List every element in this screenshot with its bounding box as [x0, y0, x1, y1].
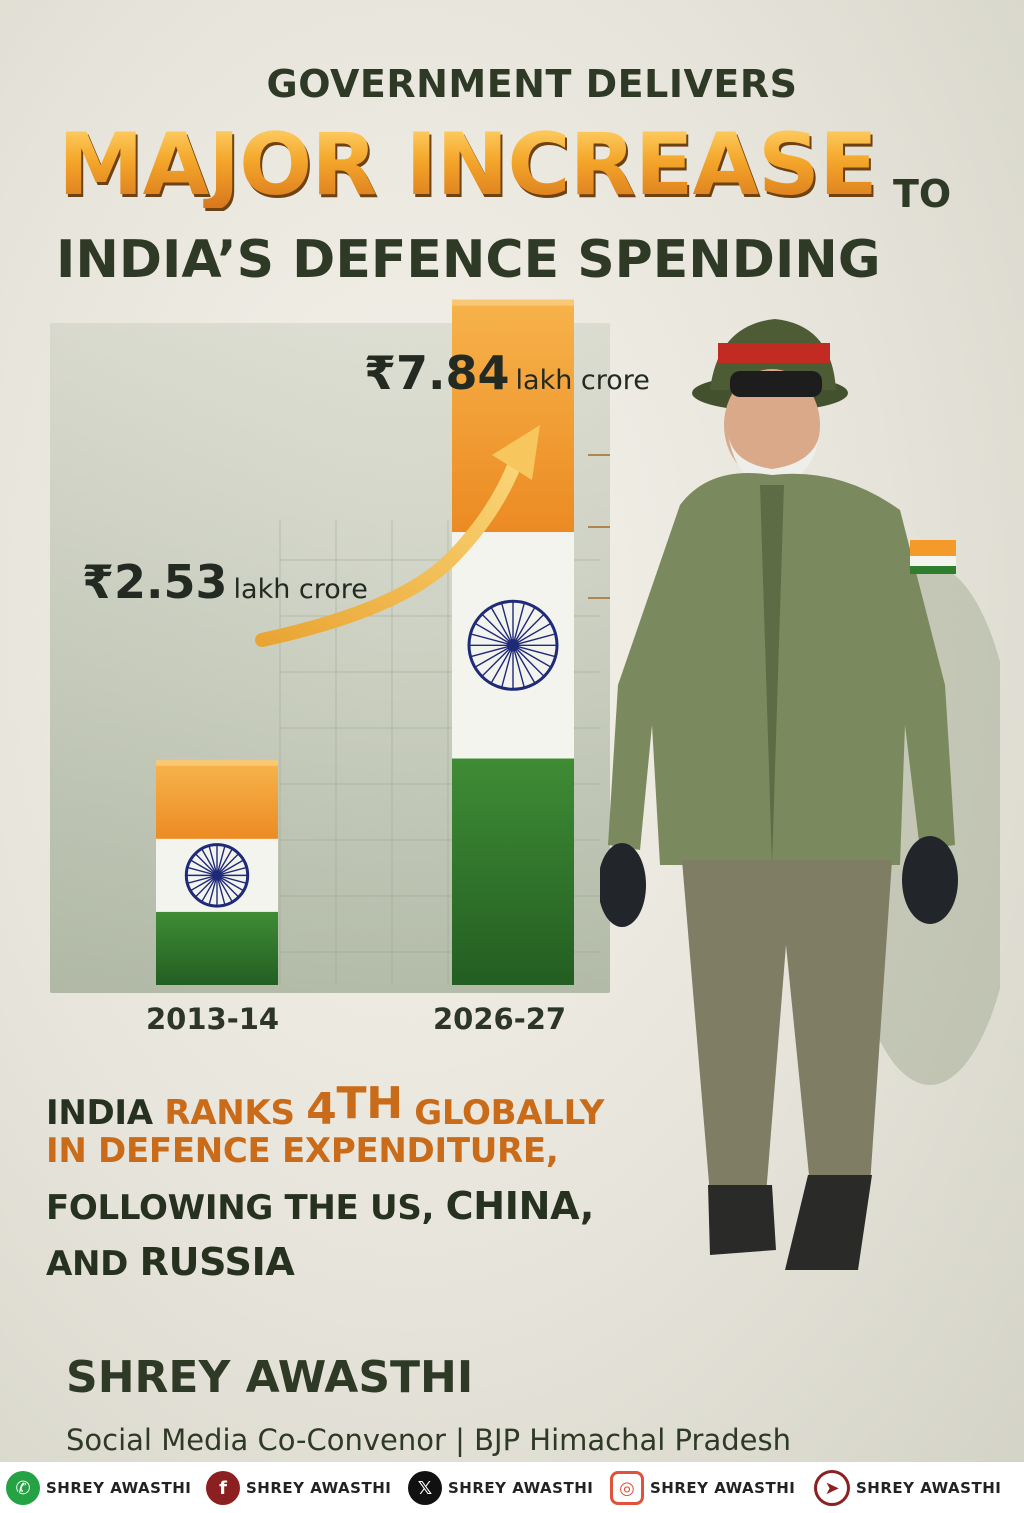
author-role: Social Media Co-Convenor | BJP Himachal … [66, 1423, 791, 1457]
growth-arrow-icon [255, 425, 540, 647]
category-label-2013-14: 2013-14 [146, 1002, 280, 1036]
bar-top-face [156, 759, 278, 766]
stat-rank-suffix: TH [336, 1078, 404, 1129]
social-x[interactable]: 𝕏 SHREY AWASTHI [408, 1470, 593, 1506]
facebook-icon: f [206, 1471, 240, 1505]
stat-globally: GLOBALLY [402, 1093, 605, 1133]
bar-green-band [452, 758, 574, 985]
value-label-2013-14: ₹2.53 lakh crore [82, 555, 368, 609]
stat-following: FOLLOWING THE US, [46, 1188, 446, 1228]
value-label-2026-27: ₹7.84 lakh crore [364, 346, 650, 400]
heading-to: TO [893, 172, 952, 216]
bar-saffron-band [156, 765, 278, 841]
bar-2026-27 [452, 299, 574, 985]
heading-line-3: INDIA’S DEFENCE SPENDING [56, 230, 881, 290]
bar-saffron-band [452, 305, 574, 535]
social-label: SHREY AWASTHI [856, 1479, 1002, 1497]
social-whatsapp[interactable]: ✆ SHREY AWASTHI [6, 1470, 191, 1506]
social-label: SHREY AWASTHI [46, 1479, 192, 1497]
social-bar: ✆ SHREY AWASTHI f SHREY AWASTHI 𝕏 SHREY … [0, 1462, 1024, 1513]
stat-and: AND [46, 1244, 140, 1284]
soldier-figure-image [600, 319, 1000, 1270]
whatsapp-icon: ✆ [6, 1471, 40, 1505]
heading-line-1: GOVERNMENT DELIVERS [266, 62, 798, 106]
stat-text: INDIA [46, 1093, 165, 1133]
bar-top-face [452, 299, 574, 306]
social-label: SHREY AWASTHI [650, 1479, 796, 1497]
value-number: ₹7.84 [364, 346, 510, 400]
value-unit: lakh crore [233, 574, 368, 605]
stat-line-following: FOLLOWING THE US, CHINA, [46, 1184, 594, 1228]
bar-2013-14 [156, 759, 278, 985]
author-name: SHREY AWASTHI [66, 1352, 474, 1403]
social-label: SHREY AWASTHI [448, 1479, 594, 1497]
social-label: SHREY AWASTHI [246, 1479, 392, 1497]
x-icon: 𝕏 [408, 1471, 442, 1505]
ashoka-chakra-icon [184, 843, 250, 908]
stat-rank-number: 4 [306, 1084, 337, 1135]
bar-chart [156, 299, 610, 985]
stat-line-russia: AND RUSSIA [46, 1240, 295, 1284]
value-unit: lakh crore [515, 365, 650, 396]
stat-russia: RUSSIA [139, 1240, 295, 1284]
ashoka-chakra-icon [467, 599, 559, 691]
telegram-icon: ➤ [814, 1470, 850, 1506]
stat-line-expenditure: IN DEFENCE EXPENDITURE, [46, 1131, 559, 1171]
stat-china: CHINA, [445, 1184, 595, 1228]
bar-green-band [156, 911, 278, 985]
stat-ranks: RANKS [164, 1093, 307, 1133]
value-number: ₹2.53 [82, 555, 228, 609]
social-instagram[interactable]: ◎ SHREY AWASTHI [610, 1470, 795, 1506]
stat-line-rank: INDIA RANKS 4TH GLOBALLY [46, 1078, 604, 1135]
heading-major-increase: MAJOR INCREASE [58, 115, 878, 215]
instagram-icon: ◎ [610, 1471, 644, 1505]
social-telegram[interactable]: ➤ SHREY AWASTHI [814, 1470, 1001, 1506]
social-facebook[interactable]: f SHREY AWASTHI [206, 1470, 391, 1506]
category-label-2026-27: 2026-27 [433, 1002, 567, 1036]
